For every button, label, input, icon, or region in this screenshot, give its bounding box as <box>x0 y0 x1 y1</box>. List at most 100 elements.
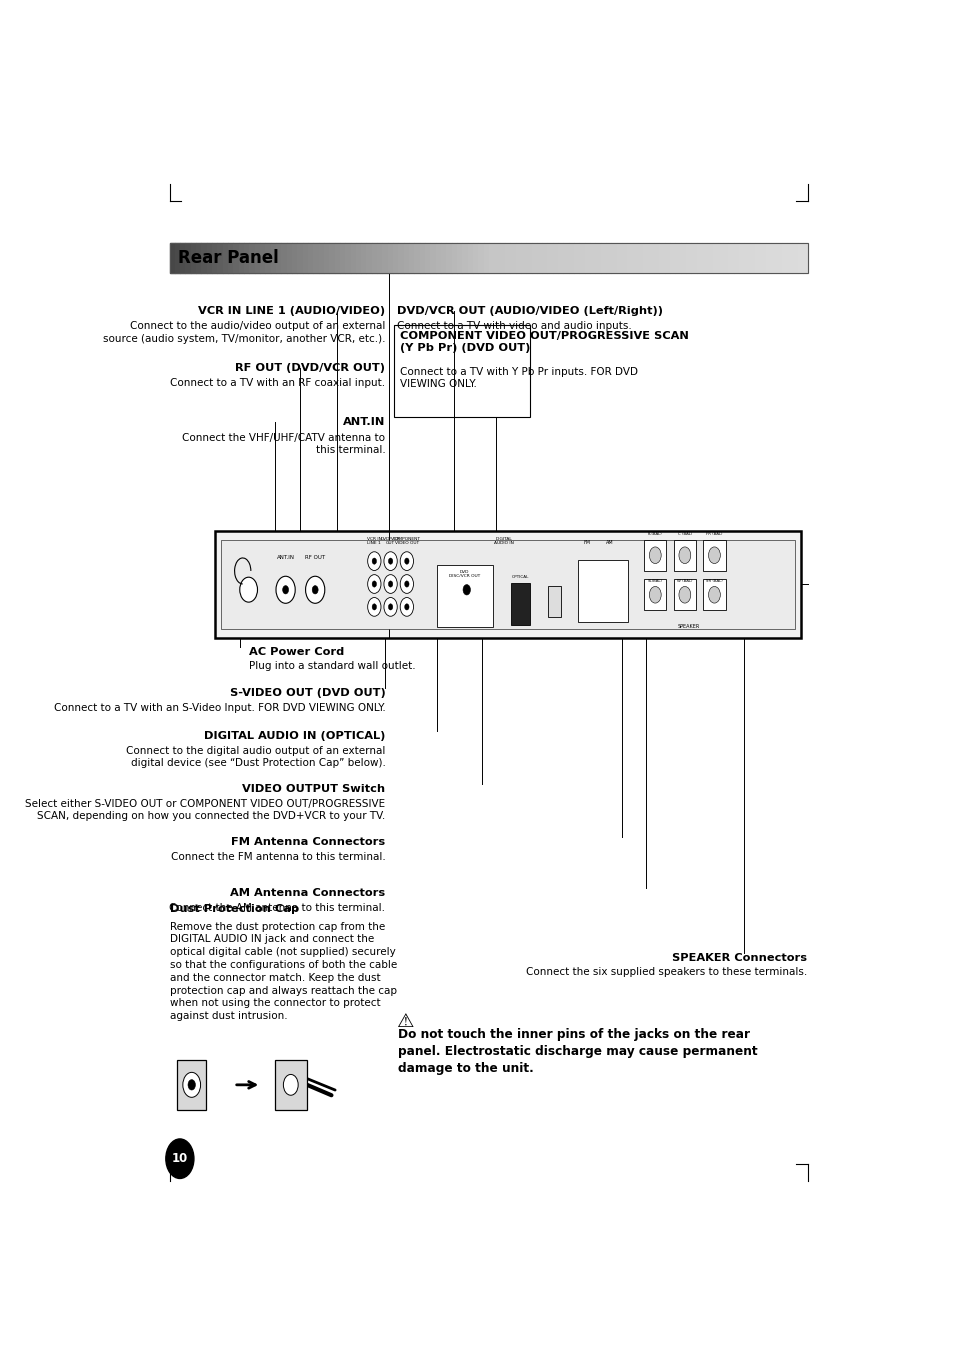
Text: FR (BAL): FR (BAL) <box>705 532 722 536</box>
Bar <box>174 243 180 273</box>
Circle shape <box>388 581 393 588</box>
Text: SPEAKER Connectors: SPEAKER Connectors <box>671 952 806 963</box>
Text: Do not touch the inner pins of the jacks on the rear
panel. Electrostatic discha: Do not touch the inner pins of the jacks… <box>397 1028 757 1074</box>
Bar <box>335 243 339 273</box>
Text: Connect to a TV with video and audio inputs.: Connect to a TV with video and audio inp… <box>396 322 631 331</box>
Text: COMPONENT
VIDEO OUT: COMPONENT VIDEO OUT <box>393 536 420 544</box>
Text: DIGITAL AUDIO IN (OPTICAL): DIGITAL AUDIO IN (OPTICAL) <box>204 731 385 742</box>
Bar <box>419 243 425 273</box>
Bar <box>749 243 755 273</box>
Text: C (BAL): C (BAL) <box>677 532 691 536</box>
Bar <box>733 243 739 273</box>
Bar <box>776 243 781 273</box>
Bar <box>786 243 792 273</box>
Bar <box>260 243 265 273</box>
Bar <box>563 243 568 273</box>
Bar <box>221 540 794 630</box>
Bar <box>648 243 653 273</box>
Text: Connect to the audio/video output of an external
source (audio system, TV/monito: Connect to the audio/video output of an … <box>103 322 385 343</box>
Bar <box>425 243 430 273</box>
Text: AM Antenna Connectors: AM Antenna Connectors <box>230 888 385 898</box>
Bar <box>685 243 691 273</box>
Bar <box>632 243 638 273</box>
Text: FL(BAL): FL(BAL) <box>647 532 662 536</box>
Bar <box>643 580 665 611</box>
Text: FM Antenna Connectors: FM Antenna Connectors <box>231 838 385 847</box>
Circle shape <box>383 551 396 570</box>
Bar <box>271 243 275 273</box>
Bar <box>339 243 345 273</box>
Bar <box>382 243 387 273</box>
Text: Remove the dust protection cap from the
DIGITAL AUDIO IN jack and connect the
op: Remove the dust protection cap from the … <box>170 921 396 1021</box>
Bar <box>702 539 724 571</box>
Bar <box>207 243 212 273</box>
Bar <box>653 243 659 273</box>
Bar <box>430 243 436 273</box>
Bar <box>409 243 414 273</box>
Circle shape <box>388 558 393 565</box>
Bar <box>254 243 260 273</box>
Bar <box>722 243 728 273</box>
Bar <box>436 565 492 627</box>
Bar <box>638 243 642 273</box>
Bar <box>739 243 743 273</box>
Bar <box>765 243 770 273</box>
Bar <box>201 243 207 273</box>
Circle shape <box>367 574 380 593</box>
Bar <box>238 243 244 273</box>
Bar <box>781 243 786 273</box>
Text: RF OUT: RF OUT <box>305 555 325 559</box>
Bar <box>286 243 292 273</box>
Bar <box>743 243 749 273</box>
Circle shape <box>462 585 470 594</box>
Circle shape <box>399 574 413 593</box>
Bar <box>701 243 706 273</box>
Text: VCR IN
LINE 1: VCR IN LINE 1 <box>367 536 381 544</box>
Text: DVD/VCR OUT (AUDIO/VIDEO (Left/Right)): DVD/VCR OUT (AUDIO/VIDEO (Left/Right)) <box>396 305 661 316</box>
Bar <box>467 243 473 273</box>
Bar <box>446 243 451 273</box>
Bar <box>228 243 233 273</box>
Circle shape <box>372 604 376 611</box>
Bar <box>616 243 621 273</box>
Circle shape <box>708 586 720 603</box>
Bar <box>302 243 308 273</box>
Bar <box>398 243 403 273</box>
Bar <box>394 326 529 417</box>
Bar <box>511 584 529 626</box>
Circle shape <box>239 577 257 603</box>
Bar <box>345 243 350 273</box>
Bar <box>600 243 605 273</box>
Bar <box>403 243 409 273</box>
Bar <box>611 243 616 273</box>
Circle shape <box>679 547 690 563</box>
Bar <box>265 243 271 273</box>
Text: FM: FM <box>582 540 589 544</box>
Bar <box>170 243 174 273</box>
Circle shape <box>679 586 690 603</box>
Bar <box>673 580 696 611</box>
Text: Select either S-VIDEO OUT or COMPONENT VIDEO OUT/PROGRESSIVE
SCAN, depending on : Select either S-VIDEO OUT or COMPONENT V… <box>26 798 385 821</box>
Circle shape <box>649 547 660 563</box>
Bar <box>675 243 679 273</box>
Bar <box>376 243 382 273</box>
Bar <box>372 243 376 273</box>
Bar <box>691 243 696 273</box>
Bar <box>456 243 462 273</box>
Text: S-VIDEO OUT (DVD OUT): S-VIDEO OUT (DVD OUT) <box>230 689 385 698</box>
Text: SR (BAL): SR (BAL) <box>705 580 722 584</box>
Circle shape <box>282 585 288 594</box>
Bar <box>728 243 733 273</box>
Bar <box>440 243 446 273</box>
Bar <box>212 243 217 273</box>
Bar <box>515 243 520 273</box>
Bar <box>436 243 440 273</box>
Bar <box>696 243 701 273</box>
Bar <box>558 243 563 273</box>
Text: VCR IN LINE 1 (AUDIO/VIDEO): VCR IN LINE 1 (AUDIO/VIDEO) <box>198 305 385 316</box>
Circle shape <box>649 586 660 603</box>
Text: AM: AM <box>606 540 614 544</box>
Bar <box>510 243 515 273</box>
Circle shape <box>708 547 720 563</box>
Bar <box>531 243 537 273</box>
